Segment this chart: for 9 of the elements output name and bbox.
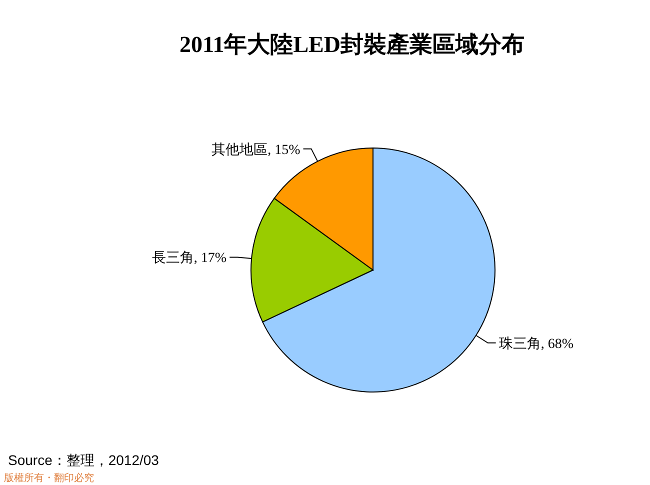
chart-title: 2011年大陸LED封裝產業區域分布 <box>179 32 525 57</box>
data-label: , 15% <box>268 142 301 158</box>
source-note: Source：整理，2012/03 <box>8 452 160 468</box>
slice-label: 珠三角 <box>498 336 541 352</box>
slice-label: 其他地區 <box>212 142 268 158</box>
data-label: , 68% <box>540 336 574 352</box>
text: 版權所有・翻印必究 <box>4 472 94 484</box>
slice-label: 長三角 <box>152 250 194 266</box>
data-label: , 17% <box>194 251 227 266</box>
